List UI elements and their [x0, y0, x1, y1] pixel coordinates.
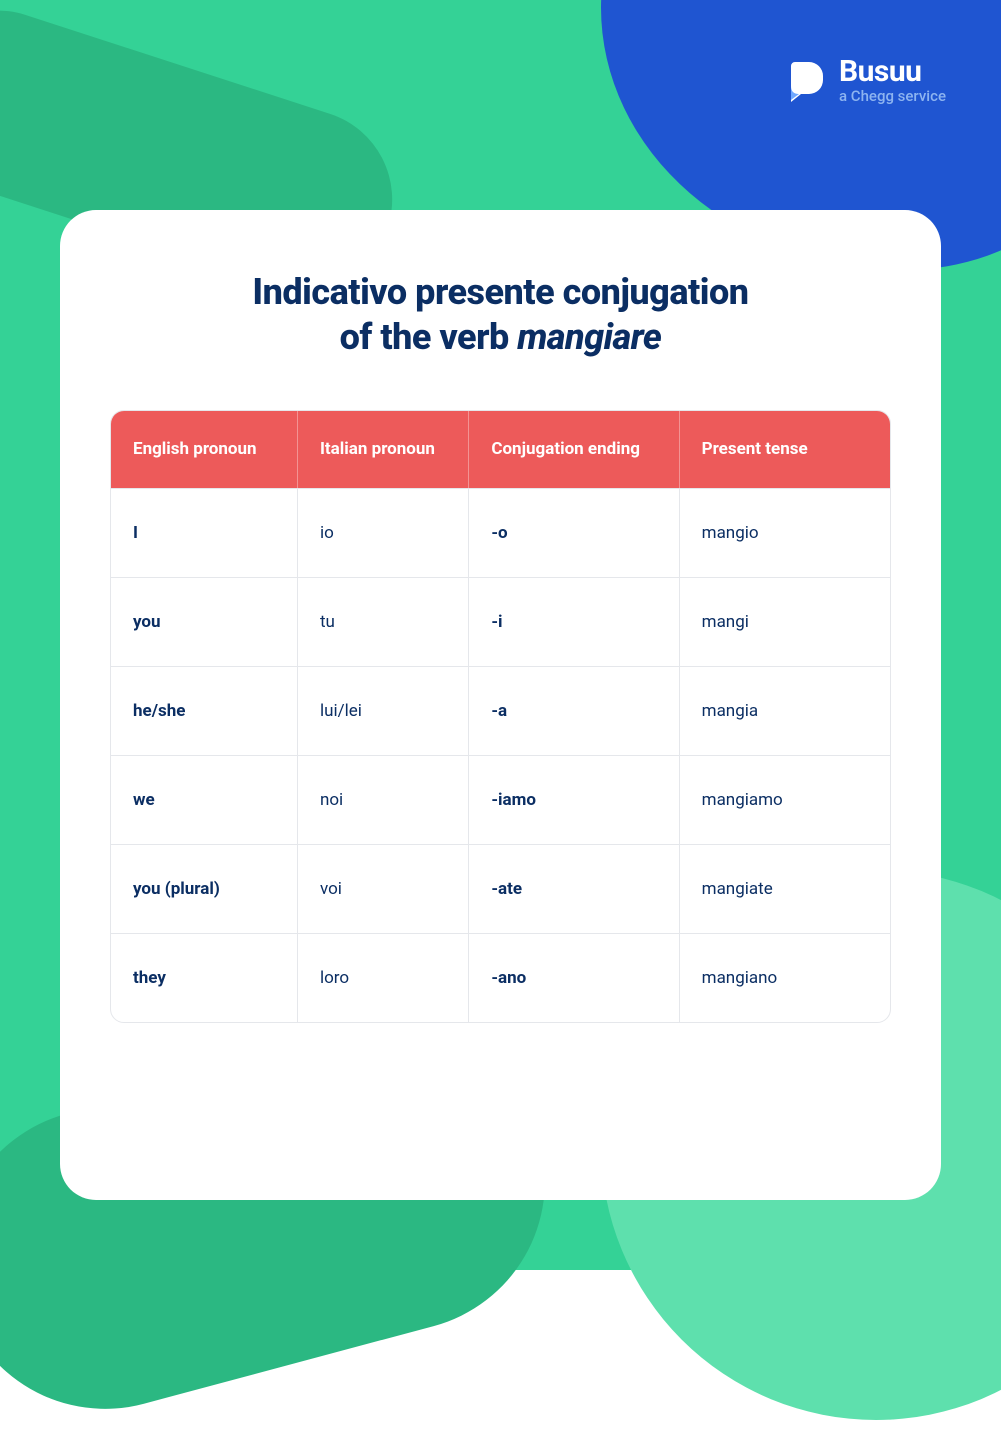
- cell-conjugation-ending: -a: [469, 666, 679, 755]
- cell-italian-pronoun: loro: [298, 933, 469, 1022]
- cell-italian-pronoun: tu: [298, 577, 469, 666]
- busuu-icon: [781, 56, 829, 104]
- brand-logo: Busuu a Chegg service: [781, 55, 946, 105]
- title-line-1: Indicativo presente conjugation: [252, 271, 748, 313]
- cell-conjugation-ending: -ano: [469, 933, 679, 1022]
- cell-english-pronoun: he/she: [111, 666, 298, 755]
- cell-english-pronoun: I: [111, 488, 298, 577]
- cell-present-tense: mangio: [680, 488, 890, 577]
- col-header-english-pronoun: English pronoun: [111, 411, 298, 488]
- background: Busuu a Chegg service Indicativo present…: [0, 0, 1001, 1270]
- cell-conjugation-ending: -o: [469, 488, 679, 577]
- cell-italian-pronoun: io: [298, 488, 469, 577]
- cell-english-pronoun: you (plural): [111, 844, 298, 933]
- cell-italian-pronoun: voi: [298, 844, 469, 933]
- cell-italian-pronoun: noi: [298, 755, 469, 844]
- cell-present-tense: mangia: [680, 666, 890, 755]
- cell-present-tense: mangiano: [680, 933, 890, 1022]
- col-header-conjugation-ending: Conjugation ending: [469, 411, 679, 488]
- table-row: they loro -ano mangiano: [111, 933, 890, 1022]
- cell-italian-pronoun: lui/lei: [298, 666, 469, 755]
- cell-present-tense: mangiate: [680, 844, 890, 933]
- cell-conjugation-ending: -iamo: [469, 755, 679, 844]
- col-header-italian-pronoun: Italian pronoun: [298, 411, 469, 488]
- table-row: he/she lui/lei -a mangia: [111, 666, 890, 755]
- cell-english-pronoun: we: [111, 755, 298, 844]
- brand-name: Busuu: [839, 55, 946, 88]
- page-title: Indicativo presente conjugation of the v…: [110, 270, 891, 360]
- content-card: Indicativo presente conjugation of the v…: [60, 210, 941, 1200]
- title-line-2-prefix: of the verb: [340, 316, 518, 358]
- table-row: we noi -iamo mangiamo: [111, 755, 890, 844]
- table-row: you tu -i mangi: [111, 577, 890, 666]
- table-row: you (plural) voi -ate mangiate: [111, 844, 890, 933]
- cell-present-tense: mangi: [680, 577, 890, 666]
- table-header-row: English pronoun Italian pronoun Conjugat…: [111, 411, 890, 488]
- table-row: I io -o mangio: [111, 488, 890, 577]
- cell-english-pronoun: they: [111, 933, 298, 1022]
- brand-text: Busuu a Chegg service: [839, 55, 946, 105]
- col-header-present-tense: Present tense: [680, 411, 890, 488]
- table-body: I io -o mangio you tu -i mangi he/she lu…: [111, 488, 890, 1022]
- title-verb: mangiare: [517, 316, 661, 358]
- cell-present-tense: mangiamo: [680, 755, 890, 844]
- brand-tagline: a Chegg service: [839, 88, 946, 105]
- conjugation-table: English pronoun Italian pronoun Conjugat…: [110, 410, 891, 1023]
- cell-english-pronoun: you: [111, 577, 298, 666]
- cell-conjugation-ending: -ate: [469, 844, 679, 933]
- cell-conjugation-ending: -i: [469, 577, 679, 666]
